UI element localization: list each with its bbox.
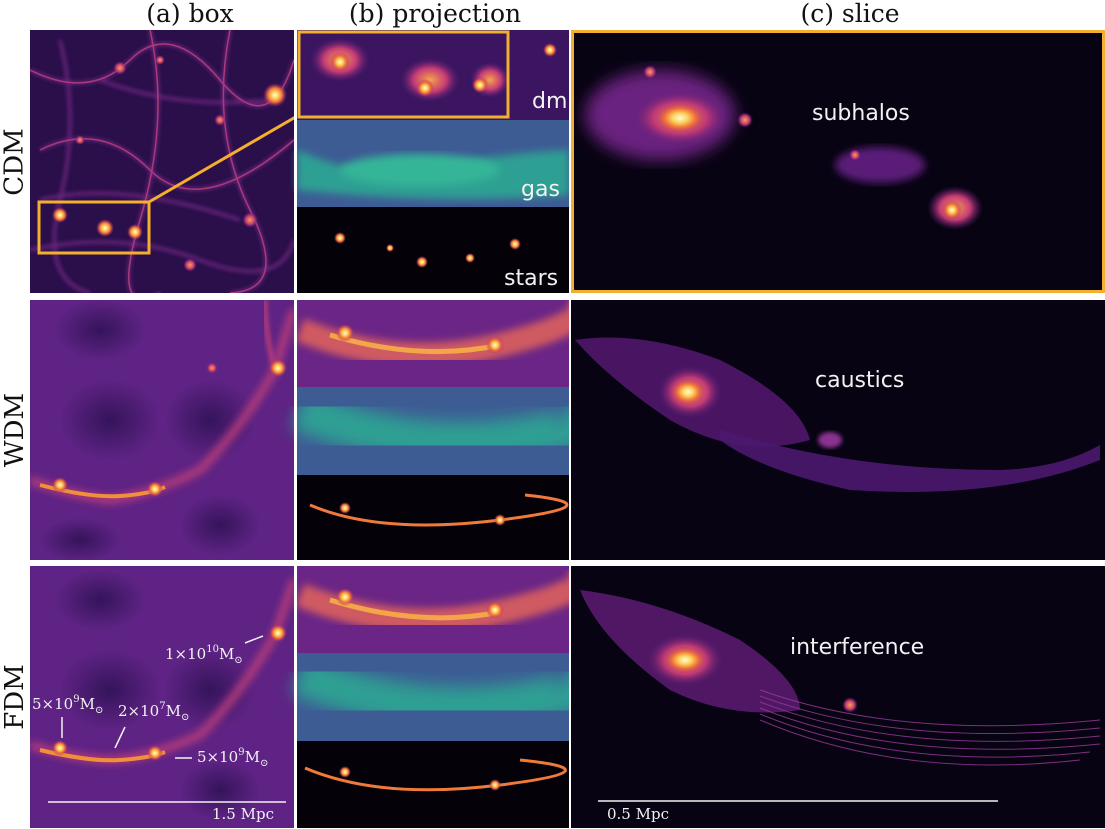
mass-annotation-c: 2×107M⊙ <box>118 701 189 723</box>
label-subhalos: subhalos <box>812 101 910 126</box>
mass-annotation-b: 5×109M⊙ <box>32 694 103 716</box>
label-interference: interference <box>790 635 924 660</box>
fdm-projection-stars <box>297 741 569 828</box>
label-caustics: caustics <box>815 368 904 393</box>
mass-annotation-d: 5×109M⊙ <box>197 747 268 769</box>
wdm-projection-dm <box>295 294 589 387</box>
column-header-projection: (b) projection <box>348 0 522 28</box>
scale-label-slice: 0.5 Mpc <box>607 805 669 823</box>
cdm-projection-dm <box>297 30 569 120</box>
label-gas: gas <box>521 177 560 202</box>
label-stars: stars <box>504 266 558 291</box>
wdm-projection-gas <box>292 387 597 475</box>
cdm-projection-gas <box>297 120 569 207</box>
cdm-slice-panel <box>571 30 1105 293</box>
cdm-projection-stars <box>297 207 569 293</box>
fdm-projection-dm <box>295 564 589 653</box>
wdm-projection-stars <box>297 475 569 560</box>
wdm-slice-panel <box>571 300 1105 560</box>
fdm-slice-panel <box>571 566 1105 828</box>
cdm-projection-highlight <box>297 30 510 119</box>
cdm-zoom-box <box>37 200 151 255</box>
scale-label-box: 1.5 Mpc <box>212 805 274 823</box>
column-header-box: (a) box <box>146 0 234 28</box>
fdm-box-panel <box>30 566 294 828</box>
column-header-slice: (c) slice <box>800 0 900 28</box>
mass-annotation-a: 1×1010M⊙ <box>165 644 243 666</box>
cdm-box-panel <box>30 30 294 293</box>
fdm-projection-gas <box>292 653 597 741</box>
cdm-slice-highlight <box>571 30 1105 293</box>
wdm-box-panel <box>30 300 294 560</box>
label-dm: dm <box>532 89 567 114</box>
